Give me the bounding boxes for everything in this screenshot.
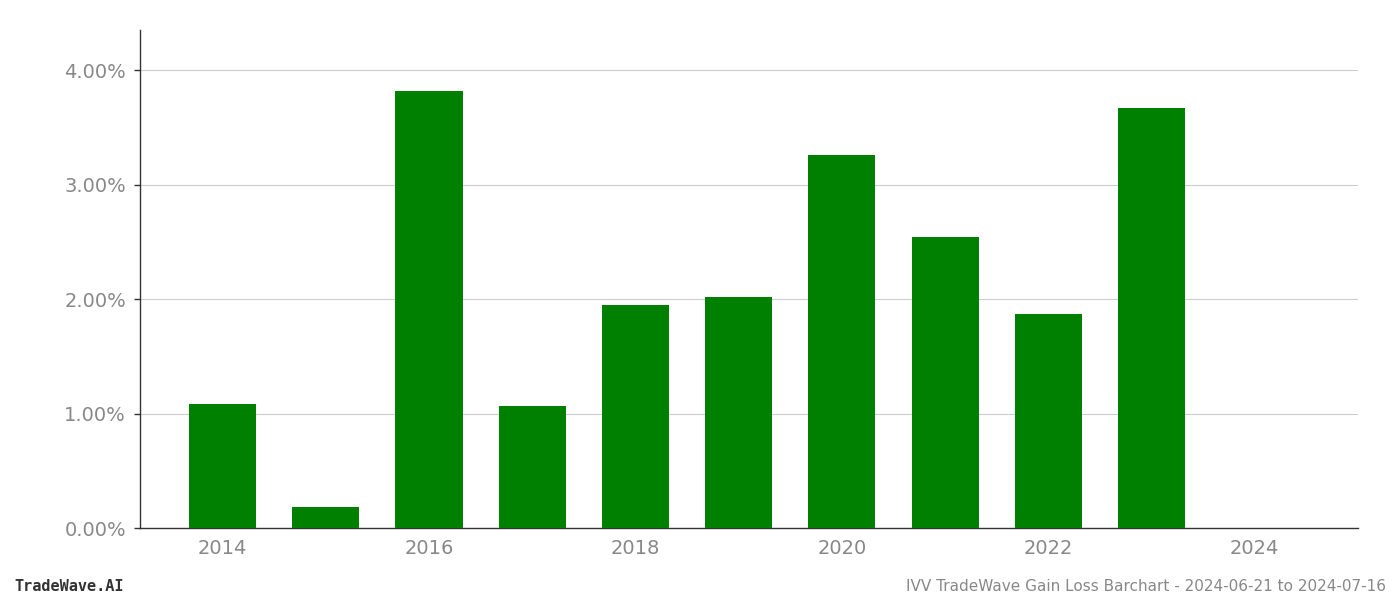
Bar: [395, 91, 462, 528]
Text: TradeWave.AI: TradeWave.AI: [14, 579, 123, 594]
Bar: [1119, 108, 1186, 528]
Bar: [1015, 314, 1082, 528]
Bar: [706, 297, 773, 528]
Bar: [293, 508, 360, 528]
Bar: [189, 404, 256, 528]
Bar: [808, 155, 875, 528]
Bar: [602, 305, 669, 528]
Bar: [498, 406, 566, 528]
Text: IVV TradeWave Gain Loss Barchart - 2024-06-21 to 2024-07-16: IVV TradeWave Gain Loss Barchart - 2024-…: [906, 579, 1386, 594]
Bar: [911, 237, 979, 528]
